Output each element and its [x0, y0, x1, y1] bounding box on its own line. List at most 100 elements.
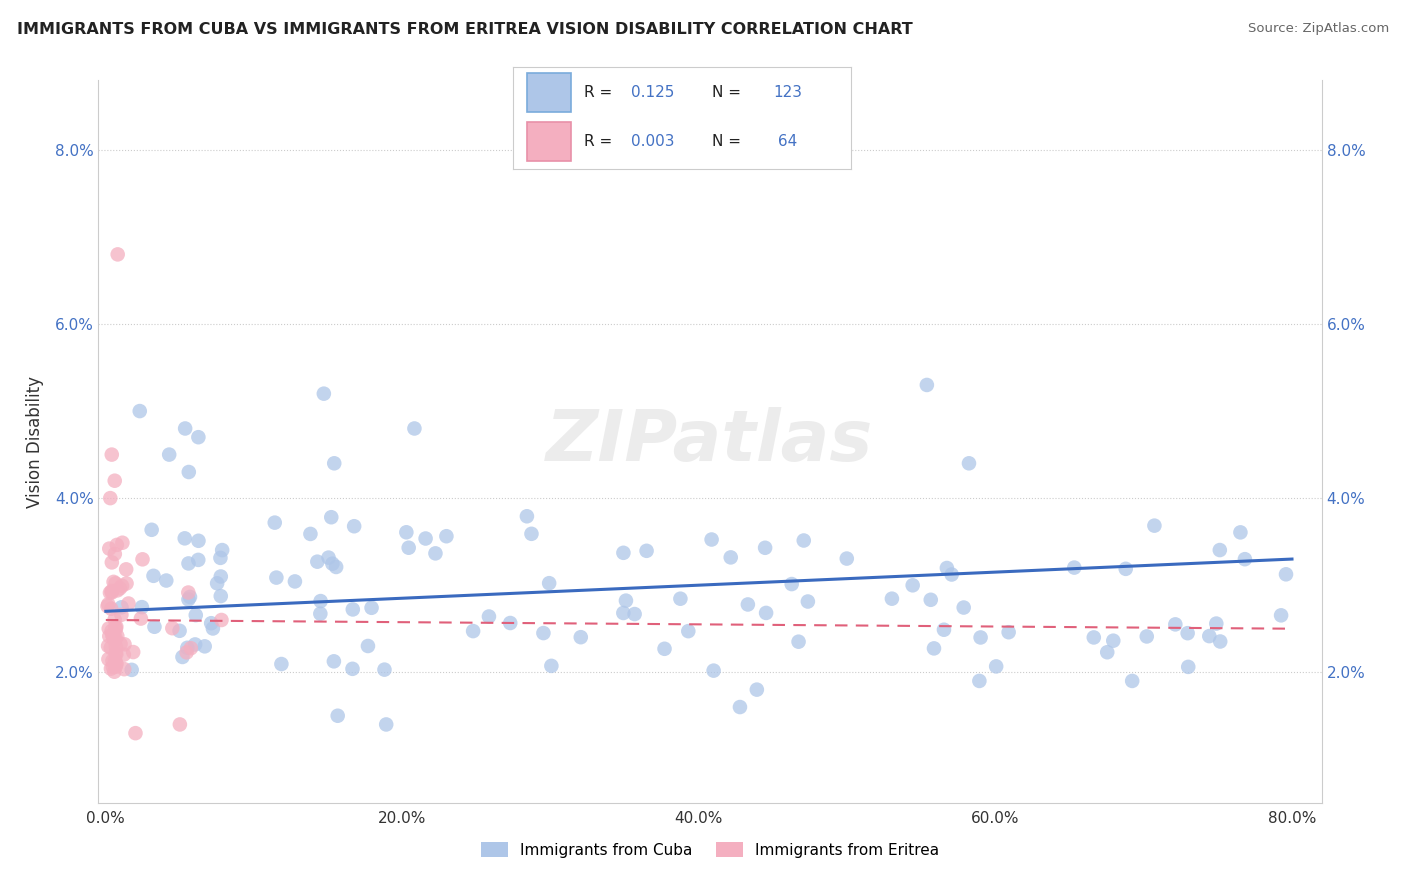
Point — [941, 567, 963, 582]
Point — [425, 546, 447, 560]
Point — [263, 516, 285, 530]
Point — [1083, 631, 1105, 645]
Point — [880, 591, 903, 606]
Point — [173, 532, 195, 546]
Point — [398, 541, 420, 555]
Point — [112, 648, 135, 662]
Point — [115, 562, 138, 576]
Point — [531, 626, 554, 640]
Point — [754, 541, 776, 555]
Point — [105, 629, 128, 643]
Point — [780, 577, 803, 591]
Point — [200, 616, 222, 631]
Point — [104, 646, 127, 660]
Point — [101, 555, 124, 569]
Y-axis label: Vision Disability: Vision Disability — [25, 376, 44, 508]
Point — [179, 590, 201, 604]
Point — [1097, 645, 1119, 659]
Point — [700, 533, 723, 547]
Point — [174, 421, 197, 435]
Point — [986, 659, 1008, 673]
Point — [321, 510, 343, 524]
Point — [969, 673, 991, 688]
Point — [307, 555, 329, 569]
Point — [187, 430, 209, 444]
Point — [1102, 633, 1125, 648]
Point — [325, 560, 347, 574]
Point — [266, 571, 288, 585]
Point — [737, 598, 759, 612]
Point — [932, 623, 955, 637]
Point — [100, 584, 122, 599]
Point — [97, 652, 120, 666]
Point — [104, 576, 127, 591]
Point — [108, 582, 131, 596]
Point — [357, 639, 380, 653]
Point — [110, 637, 132, 651]
Point — [107, 583, 129, 598]
Point — [793, 533, 815, 548]
Point — [636, 544, 658, 558]
Point — [105, 657, 128, 671]
Text: Source: ZipAtlas.com: Source: ZipAtlas.com — [1249, 22, 1389, 36]
Point — [835, 551, 858, 566]
Point — [321, 557, 343, 571]
Point — [343, 519, 366, 533]
Point — [323, 456, 346, 470]
Point — [211, 613, 233, 627]
Point — [205, 576, 228, 591]
Point — [1209, 634, 1232, 648]
Point — [1270, 608, 1292, 623]
Point — [1205, 616, 1227, 631]
Point — [499, 615, 522, 630]
Point — [194, 640, 217, 654]
Point — [107, 247, 129, 261]
Point — [623, 607, 645, 621]
Bar — [527, 122, 571, 161]
Point — [176, 640, 198, 655]
Point — [142, 569, 165, 583]
Point — [538, 576, 561, 591]
Text: IMMIGRANTS FROM CUBA VS IMMIGRANTS FROM ERITREA VISION DISABILITY CORRELATION CH: IMMIGRANTS FROM CUBA VS IMMIGRANTS FROM … — [17, 22, 912, 37]
Point — [104, 633, 127, 648]
Point — [103, 665, 125, 679]
Point — [131, 600, 153, 615]
Point — [98, 585, 121, 599]
Point — [97, 639, 120, 653]
Point — [105, 620, 128, 634]
Point — [169, 717, 191, 731]
Point — [957, 456, 980, 470]
Point — [720, 550, 742, 565]
Text: 0.003: 0.003 — [631, 135, 675, 149]
Point — [201, 622, 224, 636]
Point — [1115, 562, 1137, 576]
Point — [1121, 673, 1143, 688]
Point — [105, 647, 128, 661]
Point — [569, 630, 592, 644]
Point — [1209, 543, 1232, 558]
Point — [209, 569, 232, 583]
Point — [97, 622, 120, 636]
Point — [104, 613, 127, 627]
Point — [755, 606, 778, 620]
Point — [395, 525, 418, 540]
Point — [98, 491, 121, 505]
Point — [177, 557, 200, 571]
Point — [922, 641, 945, 656]
Point — [478, 609, 501, 624]
Point — [797, 594, 820, 608]
Point — [141, 523, 163, 537]
Point — [1063, 560, 1085, 574]
Point — [162, 621, 184, 635]
Point — [703, 664, 725, 678]
Point — [1136, 630, 1159, 644]
Point — [270, 657, 292, 671]
Bar — [527, 73, 571, 112]
Point — [100, 624, 122, 638]
Point — [612, 606, 634, 620]
Point — [1275, 567, 1298, 582]
Point — [131, 552, 153, 566]
Point — [103, 574, 125, 589]
Point — [169, 624, 191, 638]
Point — [309, 594, 332, 608]
